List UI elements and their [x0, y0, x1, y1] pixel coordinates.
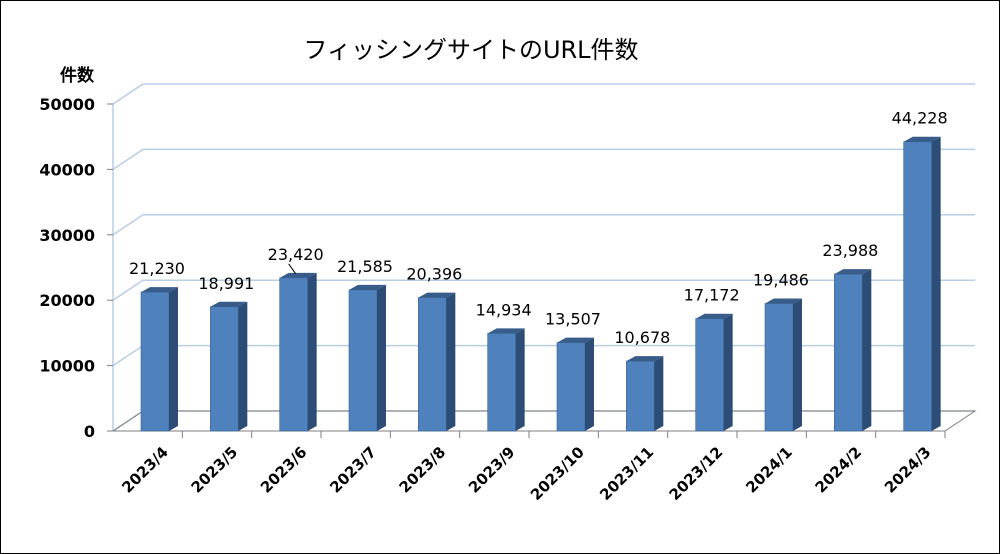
- bar-front: [626, 360, 655, 432]
- data-label: 21,585: [337, 257, 393, 276]
- bar: [487, 328, 525, 432]
- data-label: 17,172: [684, 286, 740, 305]
- data-label: 23,988: [822, 241, 878, 260]
- bar: [903, 136, 941, 432]
- x-tick-label: 2024/2: [812, 443, 866, 497]
- data-label: 10,678: [614, 328, 670, 347]
- bar-front: [140, 291, 170, 432]
- bar-side: [307, 272, 317, 431]
- bar-top: [834, 269, 872, 275]
- bar-top: [279, 272, 317, 278]
- gridline: [112, 214, 975, 236]
- x-tick-label: 2024/1: [742, 443, 796, 497]
- x-tick-label: 2023/12: [666, 443, 727, 504]
- data-label-leader: [288, 263, 297, 275]
- bar-top: [765, 298, 802, 304]
- bar-top: [695, 313, 733, 319]
- bar-side: [515, 328, 525, 431]
- bar-top: [557, 337, 594, 343]
- bar-front: [695, 318, 724, 432]
- x-tick-label: 2023/6: [257, 443, 311, 497]
- x-tick-label: 2023/4: [118, 443, 172, 497]
- data-label: 23,420: [268, 245, 324, 264]
- bar-side: [585, 337, 594, 431]
- bar-front: [764, 303, 794, 432]
- x-tick-label: 2023/5: [188, 443, 242, 497]
- x-tick-label: 2023/7: [326, 443, 380, 497]
- data-labels: 21,230 18,991 23,420 21,585 20,396 14,934 13,5…: [129, 109, 948, 347]
- bar-front: [279, 277, 308, 432]
- bar-side: [238, 301, 248, 431]
- bar-top: [903, 136, 941, 142]
- y-axis-label: 件数: [60, 65, 95, 86]
- bar-front: [903, 141, 932, 432]
- y-axis-ticks: 0 10000 20000 30000 40000 50000: [39, 95, 113, 441]
- bar-front: [348, 289, 378, 432]
- bar-side: [377, 284, 386, 431]
- bar-front: [418, 297, 447, 432]
- bar: [834, 269, 872, 432]
- bar-top: [141, 287, 178, 293]
- bar: [556, 337, 594, 432]
- chart-title: フィッシングサイトのURL件数: [303, 36, 638, 64]
- x-tick-label: 2023/11: [596, 443, 657, 504]
- data-label: 14,934: [476, 300, 532, 319]
- bar-front: [210, 306, 239, 432]
- y-tick-label: 50000: [39, 95, 95, 114]
- bar: [695, 313, 733, 432]
- bar-front: [834, 273, 863, 432]
- bar-front: [487, 333, 516, 432]
- bar: [279, 272, 317, 432]
- data-label: 20,396: [406, 265, 462, 284]
- data-label: 13,507: [545, 310, 601, 329]
- bar-side: [169, 287, 178, 431]
- bar-side: [793, 298, 802, 431]
- gridline: [112, 148, 975, 171]
- bar-top: [626, 356, 664, 362]
- bars: [140, 136, 941, 432]
- bar: [764, 298, 802, 432]
- x-axis-ticks: 2023/4 2023/5 2023/6 2023/7 2023/8 2023/9 2023…: [118, 431, 946, 504]
- y-tick-label: 30000: [39, 226, 95, 245]
- data-label: 18,991: [198, 274, 254, 293]
- bar-side: [931, 136, 941, 431]
- y-tick-label: 20000: [39, 291, 95, 310]
- bar: [140, 287, 178, 432]
- bar-top: [418, 292, 456, 298]
- bar-side: [723, 313, 733, 431]
- x-tick-label: 2023/9: [465, 443, 519, 497]
- bar-side: [654, 356, 664, 431]
- bar: [210, 301, 248, 432]
- data-label: 21,230: [129, 259, 185, 278]
- y-tick-label: 40000: [39, 160, 95, 179]
- bar: [348, 284, 386, 432]
- gridline: [112, 83, 975, 105]
- y-tick-label: 10000: [39, 357, 95, 376]
- bar-side: [446, 292, 456, 431]
- bar-side: [862, 269, 872, 431]
- y-tick-label: 0: [84, 422, 95, 441]
- bar-top: [487, 328, 525, 334]
- data-label: 44,228: [892, 109, 948, 128]
- x-tick-label: 2023/10: [527, 443, 588, 504]
- data-label: 19,486: [753, 271, 809, 290]
- bar: [418, 292, 456, 432]
- x-tick-label: 2024/3: [881, 443, 935, 497]
- bar-top: [349, 284, 386, 290]
- bar-top: [210, 301, 248, 307]
- gridline: [112, 279, 975, 301]
- x-tick-label: 2023/8: [396, 443, 450, 497]
- bar-front: [556, 342, 586, 432]
- bar: [626, 356, 664, 432]
